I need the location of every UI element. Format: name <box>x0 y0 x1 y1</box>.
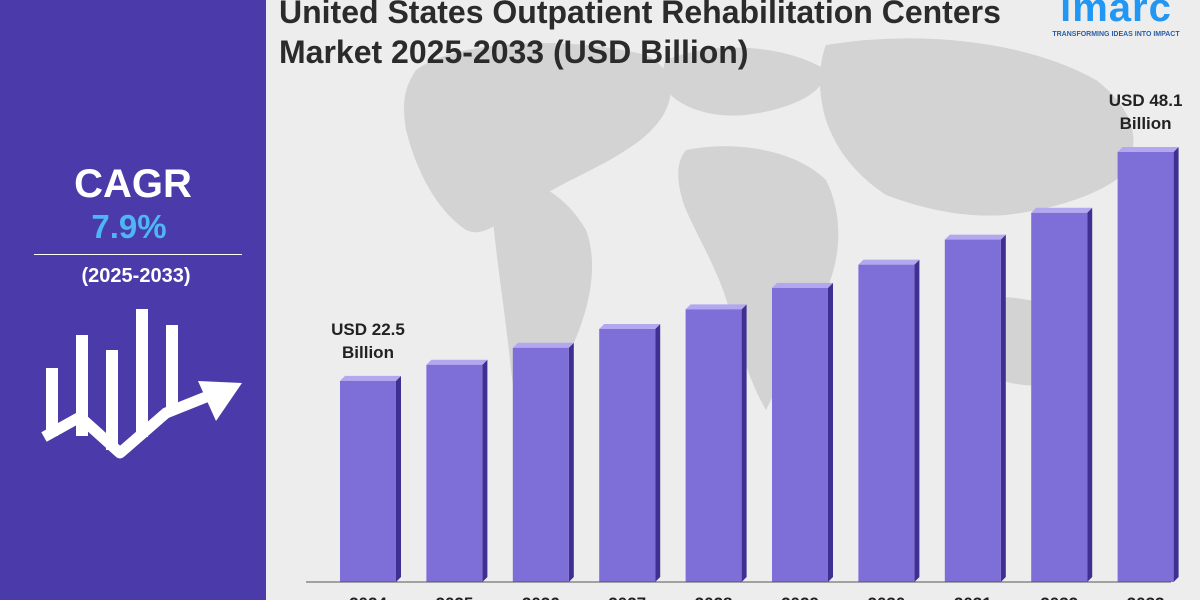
logo-word: imarc <box>1060 0 1172 30</box>
cagr-divider <box>34 254 242 255</box>
cagr-panel: CAGR 7.9% (2025-2033) <box>0 0 266 600</box>
bar-side <box>1173 147 1179 582</box>
bar-top <box>858 259 920 265</box>
bar-2032 <box>1031 207 1093 582</box>
bar-2033 <box>1117 147 1179 582</box>
x-tick-label: 2029 <box>781 594 819 600</box>
bar-side <box>741 304 747 582</box>
bar-front <box>858 264 915 582</box>
logo-tagline: TRANSFORMING IDEAS INTO IMPACT <box>1052 31 1180 38</box>
bar-side <box>655 324 661 582</box>
bar-side <box>828 282 833 582</box>
bar-top <box>685 304 747 310</box>
bar-front <box>599 329 656 582</box>
x-tick-label: 2030 <box>867 594 905 600</box>
bar-side <box>482 359 488 582</box>
bar-top <box>1117 147 1179 152</box>
cagr-label: CAGR <box>74 162 192 206</box>
imarc-logo: imarc TRANSFORMING IDEAS INTO IMPACT <box>1032 0 1200 44</box>
bar-top <box>512 342 574 348</box>
x-tick-label: 2028 <box>695 594 733 600</box>
bar-top <box>426 359 488 365</box>
bar-side <box>568 342 574 582</box>
cagr-value: 7.9% <box>91 208 167 245</box>
bar-front <box>340 380 396 582</box>
bar-top <box>772 282 833 288</box>
bar-top <box>1031 207 1093 213</box>
x-tick-label: 2031 <box>954 594 992 600</box>
x-tick-label: 2033 <box>1127 594 1165 600</box>
bar-top <box>944 234 1006 240</box>
bar-front <box>1031 212 1088 582</box>
growth-chart-arrow-icon <box>41 309 242 459</box>
bar-2029 <box>772 282 833 582</box>
bar-side <box>396 375 401 582</box>
bar-side <box>914 259 920 582</box>
bar-2026 <box>512 342 574 582</box>
bar-2024 <box>340 375 401 582</box>
bar-side <box>1087 207 1093 582</box>
bar-front <box>685 309 742 582</box>
cagr-period: (2025-2033) <box>81 265 191 287</box>
bar-2030 <box>858 259 920 582</box>
bar-front <box>1117 152 1174 582</box>
bar-front <box>426 364 483 582</box>
data-label-2033: USD 48.1 Billion <box>1109 91 1183 133</box>
bar-top <box>599 324 661 330</box>
chart-title: United States Outpatient Rehabilitation … <box>279 0 1001 70</box>
bar-front <box>772 287 828 582</box>
x-tick-label: 2024 <box>349 594 387 600</box>
bar-front <box>512 347 569 582</box>
bar-2028 <box>685 304 747 582</box>
x-tick-label: 2027 <box>608 594 646 600</box>
x-tick-label: 2032 <box>1040 594 1078 600</box>
bar-top <box>340 375 401 381</box>
bar-chart: 2024 2025 2026 2027 2028 2029 2030 2031 2032 2033… <box>306 91 1183 600</box>
bar-side <box>1000 234 1006 583</box>
bar-front <box>944 239 1001 583</box>
x-tick-label: 2025 <box>435 594 473 600</box>
chart-area: United States Outpatient Rehabilitation … <box>266 0 1200 600</box>
bar-2027 <box>599 324 661 582</box>
bar-2031 <box>944 234 1006 583</box>
x-tick-label: 2026 <box>522 594 560 600</box>
bar-2025 <box>426 359 488 582</box>
data-label-2024: USD 22.5 Billion <box>331 320 405 362</box>
